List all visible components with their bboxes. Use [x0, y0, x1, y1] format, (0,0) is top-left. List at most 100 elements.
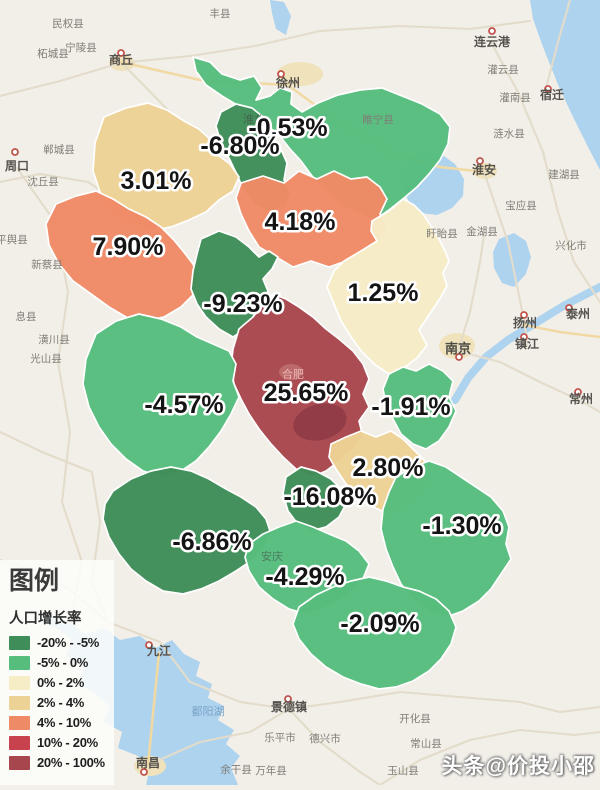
map-region-13 — [380, 460, 512, 618]
yangtze-river — [451, 283, 600, 404]
basemap-label: 南京 — [445, 341, 471, 356]
growth-rate-label: 4.18% — [265, 208, 336, 236]
legend-label: 20% - 100% — [37, 755, 105, 770]
growth-rate-label: 1.25% — [348, 279, 419, 307]
basemap-label: 沈丘县 — [27, 175, 59, 188]
basemap-label: 万年县 — [255, 764, 287, 777]
growth-rate-label: -6.80% — [200, 132, 279, 160]
basemap-label: 涟水县 — [493, 127, 525, 140]
basemap-label: 潢川县 — [38, 333, 70, 346]
legend-label: -5% - 0% — [37, 655, 89, 670]
yellow-sea — [530, 0, 600, 170]
basemap-label: 郸城县 — [43, 143, 75, 156]
city-marker — [544, 85, 552, 93]
basemap-label: 民权县 — [52, 17, 84, 30]
legend-item: 0% - 2% — [9, 675, 108, 690]
legend-swatch — [9, 655, 30, 670]
basemap-label: 灌云县 — [487, 64, 519, 76]
road — [522, 323, 600, 339]
basemap-label: 金湖县 — [466, 225, 498, 238]
road — [106, 620, 600, 714]
basemap-label: 镇江 — [515, 336, 539, 351]
urban-area — [277, 62, 323, 86]
legend-swatch — [9, 735, 30, 750]
map-region-16 — [292, 576, 457, 690]
basemap-label: 扬州 — [513, 315, 537, 330]
legend-swatch — [9, 675, 30, 690]
basemap-label: 南昌 — [136, 755, 160, 770]
growth-rate-label: 2.80% — [353, 454, 424, 482]
legend-item: 4% - 10% — [9, 715, 108, 730]
road — [146, 651, 161, 767]
basemap-label: 连云港 — [474, 34, 511, 49]
city-marker — [117, 49, 125, 57]
legend-item: 10% - 20% — [9, 735, 108, 750]
basemap-label: 乐平市 — [264, 731, 296, 744]
city-marker — [277, 70, 285, 78]
map-region-12 — [282, 466, 347, 532]
city-marker — [520, 333, 528, 341]
road — [287, 707, 382, 787]
legend-label: 0% - 2% — [37, 675, 85, 690]
basemap-label: 新蔡县 — [31, 258, 63, 271]
growth-rate-label: -2.09% — [340, 610, 419, 638]
road — [543, 0, 572, 94]
legend-swatch — [9, 635, 30, 650]
road — [456, 349, 600, 414]
legend-swatch — [9, 755, 30, 770]
growth-rate-label: -4.57% — [144, 391, 223, 419]
legend-item: -20% - -5% — [9, 635, 108, 650]
basemap-label: 鄱阳湖 — [192, 705, 225, 718]
basemap-label: 睢宁县 — [362, 113, 394, 126]
legend-label: -20% - -5% — [37, 635, 100, 650]
growth-rate-label: -1.30% — [422, 512, 501, 540]
basemap-label: 玉山县 — [387, 765, 419, 777]
basemap-label: 泰州 — [565, 306, 590, 321]
city-marker — [145, 641, 153, 649]
legend-item: 2% - 4% — [9, 695, 108, 710]
basemap-label: 常州 — [569, 391, 593, 406]
basemap-label: 丰县 — [210, 7, 231, 20]
basemap-label: 安庆 — [261, 549, 283, 563]
legend-item: -5% - 0% — [9, 655, 108, 670]
basemap-label: 宁陵县 — [65, 41, 97, 54]
basemap-label: 景德镇 — [271, 699, 307, 714]
weishan-lake — [270, 0, 291, 35]
basemap-label: 宝应县 — [505, 199, 537, 212]
legend-label: 2% - 4% — [37, 695, 85, 710]
basemap-label: 光山县 — [30, 352, 62, 365]
basemap-label: 淮安 — [472, 162, 496, 177]
basemap-label: 徐州 — [275, 75, 300, 90]
growth-rate-label: -16.08% — [283, 483, 376, 511]
growth-rate-label: -6.86% — [172, 528, 251, 556]
watermark: 头条@价投小邵 — [441, 755, 595, 778]
road — [0, 19, 532, 98]
basemap-label: 德兴市 — [309, 732, 341, 745]
legend-swatch — [9, 715, 30, 730]
growth-rate-label: -0.53% — [248, 114, 327, 142]
growth-rate-label: -4.29% — [265, 563, 344, 591]
basemap-label: 淮北 — [243, 113, 265, 126]
city-marker — [574, 388, 582, 396]
basemap-label: 周口 — [5, 159, 29, 173]
city-marker — [476, 157, 484, 165]
city-marker — [488, 27, 496, 35]
basemap-label: 柘城县 — [37, 47, 69, 60]
city-marker — [140, 768, 148, 776]
legend-label: 4% - 10% — [37, 715, 91, 730]
city-marker — [284, 695, 292, 703]
legend-item: 20% - 100% — [9, 755, 108, 770]
map-region-10 — [382, 363, 457, 450]
map-region-7 — [190, 230, 279, 338]
basemap-label: 息县 — [16, 310, 37, 323]
chaohu-lake — [293, 403, 347, 441]
legend-subtitle: 人口增长率 — [9, 611, 82, 627]
road — [378, 728, 600, 787]
city-marker — [565, 304, 573, 312]
road — [456, 233, 486, 353]
legend-swatch — [9, 695, 30, 710]
growth-rate-label: -1.91% — [371, 393, 450, 421]
hefei-urban — [279, 364, 303, 380]
